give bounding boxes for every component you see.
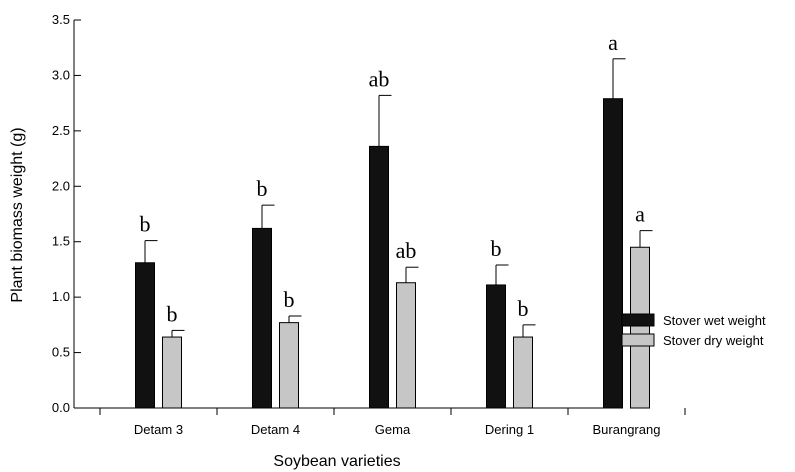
bar-dry bbox=[396, 282, 416, 409]
bar-wet bbox=[135, 262, 155, 409]
y-axis-title: Plant biomass weight (g) bbox=[9, 127, 26, 302]
x-tick-label: Gema bbox=[375, 422, 411, 437]
significance-letter: b bbox=[518, 296, 529, 321]
y-ticks: 0.0 0.5 1.0 1.5 2.0 2.5 3.0 3.5 bbox=[52, 12, 81, 415]
bar-dry bbox=[162, 336, 182, 409]
x-tick-label: Detam 4 bbox=[251, 422, 300, 437]
bar-wet bbox=[486, 284, 506, 409]
significance-letter: b bbox=[257, 176, 268, 201]
significance-letter: ab bbox=[396, 238, 417, 263]
y-tick-label: 2.5 bbox=[52, 123, 70, 138]
significance-letter: b bbox=[140, 212, 151, 237]
legend-label: Stover dry weight bbox=[663, 333, 764, 348]
y-tick-label: 0.5 bbox=[52, 345, 70, 360]
bar-dry bbox=[630, 246, 650, 409]
y-tick-label: 3.5 bbox=[52, 12, 70, 27]
bar-wet bbox=[603, 98, 623, 409]
error-bars bbox=[144, 58, 653, 338]
x-axis-title: Soybean varieties bbox=[273, 453, 400, 470]
significance-letter: ab bbox=[369, 66, 390, 91]
significance-letter: b bbox=[167, 301, 178, 326]
x-tick-label: Burangrang bbox=[593, 422, 661, 437]
y-tick-label: 1.0 bbox=[52, 289, 70, 304]
y-tick-label: 1.5 bbox=[52, 234, 70, 249]
significance-letter: a bbox=[608, 30, 618, 55]
significance-letter: b bbox=[491, 236, 502, 261]
y-tick-label: 0.0 bbox=[52, 400, 70, 415]
legend-swatch bbox=[621, 333, 655, 347]
significance-letter: a bbox=[635, 202, 645, 227]
bars bbox=[135, 98, 650, 409]
x-tick-label: Detam 3 bbox=[134, 422, 183, 437]
significance-letters: b b b b ab ab b b a a bbox=[140, 30, 646, 327]
x-tick-label: Dering 1 bbox=[485, 422, 534, 437]
x-ticks: Detam 3 Detam 4 Gema Dering 1 Burangrang bbox=[99, 408, 686, 437]
legend-label: Stover wet weight bbox=[663, 313, 766, 328]
significance-letter: b bbox=[284, 287, 295, 312]
bar-dry bbox=[279, 322, 299, 409]
bar-dry bbox=[513, 336, 533, 409]
y-tick-label: 3.0 bbox=[52, 67, 70, 82]
legend: Stover wet weight Stover dry weight bbox=[621, 313, 766, 348]
bar-wet bbox=[369, 145, 389, 409]
y-tick-label: 2.0 bbox=[52, 178, 70, 193]
bar-wet bbox=[252, 227, 272, 409]
legend-swatch bbox=[621, 313, 655, 327]
